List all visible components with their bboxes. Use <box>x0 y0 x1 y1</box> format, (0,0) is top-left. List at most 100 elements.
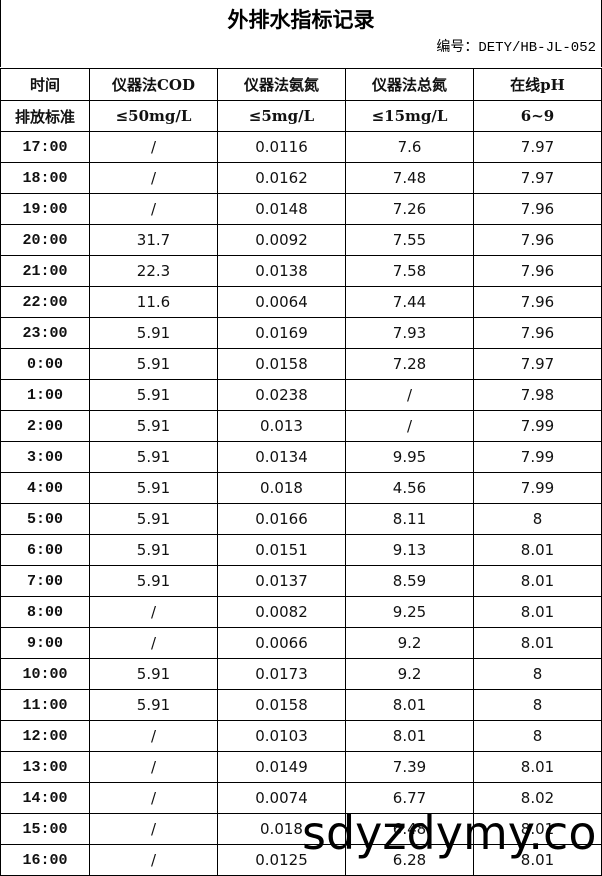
time-cell: 14:00 <box>0 783 90 814</box>
value-cell: 0.0064 <box>218 287 346 318</box>
value-cell: 0.0149 <box>218 752 346 783</box>
time-cell: 17:00 <box>0 132 90 163</box>
watermark: sdyzdymy.co <box>302 806 597 860</box>
value-cell: / <box>90 628 218 659</box>
value-cell: / <box>90 721 218 752</box>
value-cell: 0.0074 <box>218 783 346 814</box>
time-cell: 13:00 <box>0 752 90 783</box>
value-cell: 7.99 <box>474 442 602 473</box>
value-cell: 8 <box>474 659 602 690</box>
value-cell: 0.013 <box>218 411 346 442</box>
value-cell: 0.018 <box>218 814 346 845</box>
value-cell: 31.7 <box>90 225 218 256</box>
value-cell: 8 <box>474 504 602 535</box>
time-cell: 15:00 <box>0 814 90 845</box>
value-cell: 8.01 <box>474 628 602 659</box>
value-cell: 8.59 <box>346 566 474 597</box>
time-cell: 5:00 <box>0 504 90 535</box>
value-cell: 7.55 <box>346 225 474 256</box>
value-cell: 9.13 <box>346 535 474 566</box>
value-cell: 7.99 <box>474 411 602 442</box>
value-cell: 0.0066 <box>218 628 346 659</box>
value-cell: 5.91 <box>90 690 218 721</box>
value-cell: 0.0148 <box>218 194 346 225</box>
value-cell: 7.97 <box>474 349 602 380</box>
value-cell: 7.96 <box>474 256 602 287</box>
value-cell: 5.91 <box>90 566 218 597</box>
time-cell: 1:00 <box>0 380 90 411</box>
time-cell: 21:00 <box>0 256 90 287</box>
value-cell: 7.48 <box>346 163 474 194</box>
value-cell: 5.91 <box>90 659 218 690</box>
doc-number: 编号：DETY/HB-JL-052 <box>436 40 596 56</box>
value-cell: 5.91 <box>90 380 218 411</box>
value-cell: 8.01 <box>474 566 602 597</box>
value-cell: 7.93 <box>346 318 474 349</box>
value-cell: / <box>90 597 218 628</box>
time-cell: 3:00 <box>0 442 90 473</box>
value-cell: / <box>90 783 218 814</box>
value-cell: 7.44 <box>346 287 474 318</box>
value-cell: 5.91 <box>90 411 218 442</box>
value-cell: 0.018 <box>218 473 346 504</box>
time-cell: 6:00 <box>0 535 90 566</box>
time-cell: 19:00 <box>0 194 90 225</box>
time-cell: 2:00 <box>0 411 90 442</box>
header-cell: 仪器法总氮 <box>346 68 474 101</box>
value-cell: / <box>90 752 218 783</box>
value-cell: 0.0173 <box>218 659 346 690</box>
value-cell: 11.6 <box>90 287 218 318</box>
header-cell: 在线pH <box>474 68 602 101</box>
time-cell: 18:00 <box>0 163 90 194</box>
time-cell: 4:00 <box>0 473 90 504</box>
value-cell: 0.0092 <box>218 225 346 256</box>
value-cell: 5.91 <box>90 318 218 349</box>
value-cell: 7.96 <box>474 225 602 256</box>
value-cell: 8.11 <box>346 504 474 535</box>
value-cell: 0.0162 <box>218 163 346 194</box>
value-cell: 0.0138 <box>218 256 346 287</box>
value-cell: / <box>90 163 218 194</box>
value-cell: 5.91 <box>90 349 218 380</box>
value-cell: 7.26 <box>346 194 474 225</box>
value-cell: 7.58 <box>346 256 474 287</box>
value-cell: 9.2 <box>346 628 474 659</box>
standard-cell: ≤5mg/L <box>218 101 346 132</box>
value-cell: 6.48 <box>346 814 474 845</box>
value-cell: 7.28 <box>346 349 474 380</box>
value-cell: 5.91 <box>90 442 218 473</box>
time-cell: 0:00 <box>0 349 90 380</box>
value-cell: 7.98 <box>474 380 602 411</box>
value-cell: 0.0151 <box>218 535 346 566</box>
header-cell: 仪器法COD <box>90 68 218 101</box>
time-cell: 22:00 <box>0 287 90 318</box>
time-cell: 23:00 <box>0 318 90 349</box>
header-cell: 仪器法氨氮 <box>218 68 346 101</box>
value-cell: 7.97 <box>474 163 602 194</box>
value-cell: 8.01 <box>474 535 602 566</box>
value-cell: 7.97 <box>474 132 602 163</box>
value-cell: 0.0158 <box>218 349 346 380</box>
value-cell: 8.01 <box>474 597 602 628</box>
value-cell: 8.01 <box>474 752 602 783</box>
value-cell: 0.0082 <box>218 597 346 628</box>
value-cell: 0.0116 <box>218 132 346 163</box>
value-cell: 6.77 <box>346 783 474 814</box>
value-cell: 8 <box>474 721 602 752</box>
value-cell: / <box>90 845 218 876</box>
value-cell: 8 <box>474 690 602 721</box>
time-cell: 7:00 <box>0 566 90 597</box>
time-cell: 11:00 <box>0 690 90 721</box>
time-cell: 20:00 <box>0 225 90 256</box>
value-cell: 8.01 <box>346 721 474 752</box>
standard-cell: ≤15mg/L <box>346 101 474 132</box>
value-cell: 0.0137 <box>218 566 346 597</box>
value-cell: / <box>346 411 474 442</box>
value-cell: 0.0158 <box>218 690 346 721</box>
value-cell: 0.0238 <box>218 380 346 411</box>
value-cell: 7.99 <box>474 473 602 504</box>
value-cell: 8.01 <box>346 690 474 721</box>
standard-cell: 6~9 <box>474 101 602 132</box>
header-cell: 时间 <box>0 68 90 101</box>
